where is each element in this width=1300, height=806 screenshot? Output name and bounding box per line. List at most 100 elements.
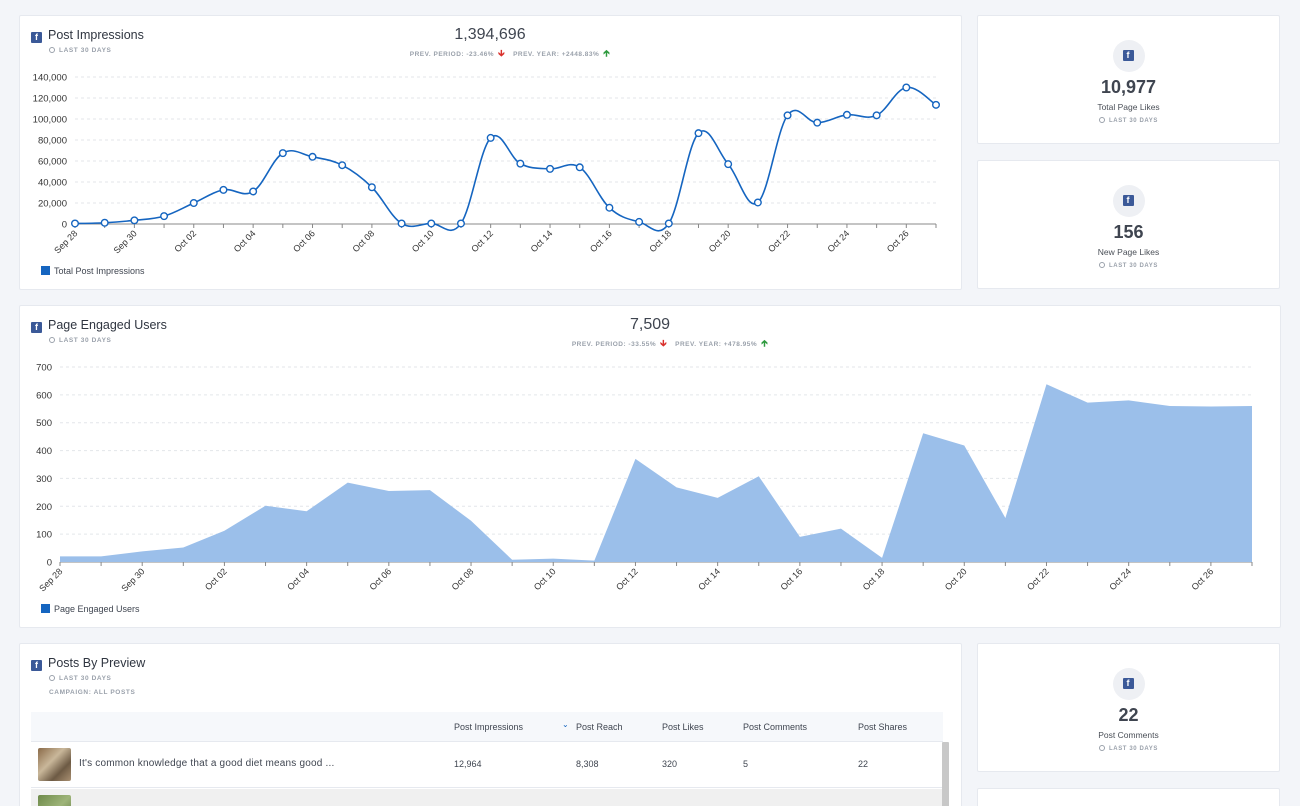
legend-swatch: [41, 266, 50, 275]
chart-legend[interactable]: Total Post Impressions: [41, 266, 145, 276]
impressions-chart: 0 20,000 40,000 60,000 80,000 100,000 120,000 1…: [33, 73, 941, 256]
cell-reach: 8,308: [576, 759, 599, 769]
facebook-icon: f: [31, 322, 42, 333]
period-label: LAST 30 DAYS: [49, 675, 111, 682]
col-post-likes[interactable]: Post Likes: [662, 722, 704, 732]
globe-icon: [49, 337, 55, 343]
cell-shares: 22: [858, 759, 869, 769]
sort-desc-icon[interactable]: ⌄: [562, 720, 569, 729]
data-point: [397, 219, 406, 228]
next-card: [977, 788, 1280, 806]
data-point: [308, 152, 317, 161]
card-title: f Page Engaged Users: [31, 318, 167, 333]
data-point: [664, 219, 673, 228]
scrollbar[interactable]: [942, 742, 949, 806]
table-row[interactable]: It's common knowledge that a good diet m…: [31, 742, 943, 788]
y-tick-label: 40,000: [38, 178, 67, 189]
stat-value: 22: [1118, 705, 1139, 725]
data-point: [872, 111, 881, 120]
x-tick-label: Sep 30: [112, 228, 139, 255]
period-text: LAST 30 DAYS: [59, 675, 112, 682]
data-point: [486, 133, 495, 142]
data-point: [427, 219, 436, 228]
facebook-icon: f: [31, 32, 42, 43]
stat-label: Total Page Likes: [1097, 102, 1160, 112]
engaged-users-chart: 0 100 200 300 400 500 600 700 Sep 28 Sep 30 Oct 02…: [36, 363, 1253, 594]
data-point: [635, 217, 644, 226]
data-point: [100, 218, 109, 227]
x-tick-label: Sep 30: [119, 566, 146, 593]
facebook-icon: f: [31, 660, 42, 671]
prev-year: PREV. YEAR: +2448.83%: [513, 51, 600, 58]
chart-legend[interactable]: Page Engaged Users: [41, 604, 140, 614]
x-tick-label: Oct 20: [707, 228, 733, 254]
globe-icon: [49, 47, 55, 53]
x-tick-label: Oct 24: [826, 228, 852, 254]
data-point: [813, 118, 822, 127]
x-tick-label: Oct 18: [647, 228, 673, 254]
data-point: [546, 164, 555, 173]
x-tick-label: Oct 04: [232, 228, 258, 254]
data-point: [278, 149, 287, 158]
post-thumbnail: [38, 795, 71, 806]
x-tick-label: Oct 24: [1107, 566, 1133, 592]
x-tick-label: Oct 02: [172, 228, 198, 254]
stat-period: LAST 30 DAYS: [978, 262, 1279, 269]
col-post-shares[interactable]: Post Shares: [858, 722, 908, 732]
data-point: [456, 219, 465, 228]
facebook-icon: f: [1122, 195, 1134, 206]
table-row[interactable]: [31, 789, 943, 806]
col-post-reach[interactable]: Post Reach: [576, 722, 623, 732]
comparison: PREV. PERIOD: -33.55% 🡳 PREV. YEAR: +478.9…: [510, 336, 830, 352]
stat-period: LAST 30 DAYS: [978, 745, 1279, 752]
legend-label: Total Post Impressions: [54, 266, 145, 276]
x-tick-label: Oct 06: [367, 566, 393, 592]
globe-icon: [49, 675, 55, 681]
post-thumbnail: [38, 748, 71, 781]
cell-comments: 5: [743, 759, 749, 769]
col-post-impressions[interactable]: Post Impressions: [454, 722, 524, 732]
card-title: f Posts By Preview: [31, 656, 145, 671]
facebook-icon: f: [1122, 50, 1134, 61]
x-tick-label: Oct 10: [532, 566, 558, 592]
post-preview-text[interactable]: It's common knowledge that a good diet m…: [79, 758, 335, 769]
period-label: LAST 30 DAYS: [49, 337, 111, 344]
y-tick-label: 60,000: [38, 157, 67, 168]
data-point: [338, 161, 347, 170]
data-point: [575, 163, 584, 172]
y-tick-label: 100,000: [33, 115, 67, 126]
prev-year: PREV. YEAR: +478.95%: [675, 341, 758, 348]
stat-label: New Page Likes: [1097, 247, 1160, 257]
y-tick-label: 140,000: [33, 73, 67, 84]
title-text: Posts By Preview: [48, 656, 146, 670]
x-tick-label: Oct 02: [203, 566, 229, 592]
total-value: 7,509: [629, 316, 671, 333]
card-title: f Post Impressions: [31, 28, 144, 43]
x-tick-label: Oct 14: [529, 228, 555, 254]
y-tick-label: 120,000: [33, 94, 67, 105]
data-point: [71, 219, 80, 228]
campaign-label: CAMPAIGN: ALL POSTS: [49, 689, 136, 696]
arrow-down-icon: 🡳: [660, 338, 668, 348]
arrow-up-icon: 🡱: [761, 338, 769, 348]
y-tick-label: 80,000: [38, 136, 67, 147]
x-tick-label: Oct 16: [588, 228, 614, 254]
x-tick-label: Oct 26: [885, 228, 911, 254]
data-point: [753, 198, 762, 207]
period-text: LAST 30 DAYS: [1109, 263, 1158, 269]
stat-label: Post Comments: [1098, 730, 1159, 740]
x-tick-label: Sep 28: [52, 228, 79, 255]
x-tick-label: Oct 12: [614, 566, 640, 592]
col-post-comments[interactable]: Post Comments: [743, 722, 808, 732]
globe-icon: [1099, 745, 1105, 751]
icon-circle: f: [1112, 668, 1145, 700]
y-tick-label: 20,000: [38, 199, 67, 210]
data-point: [932, 100, 941, 109]
icon-circle: f: [1112, 40, 1145, 72]
legend-swatch: [41, 604, 50, 613]
post-impressions-card: f Post Impressions LAST 30 DAYS 1,394,696…: [19, 15, 962, 290]
x-tick-label: Oct 10: [410, 228, 436, 254]
y-tick-label: 700: [36, 363, 52, 374]
period-text: LAST 30 DAYS: [1109, 118, 1158, 124]
globe-icon: [1099, 262, 1105, 268]
